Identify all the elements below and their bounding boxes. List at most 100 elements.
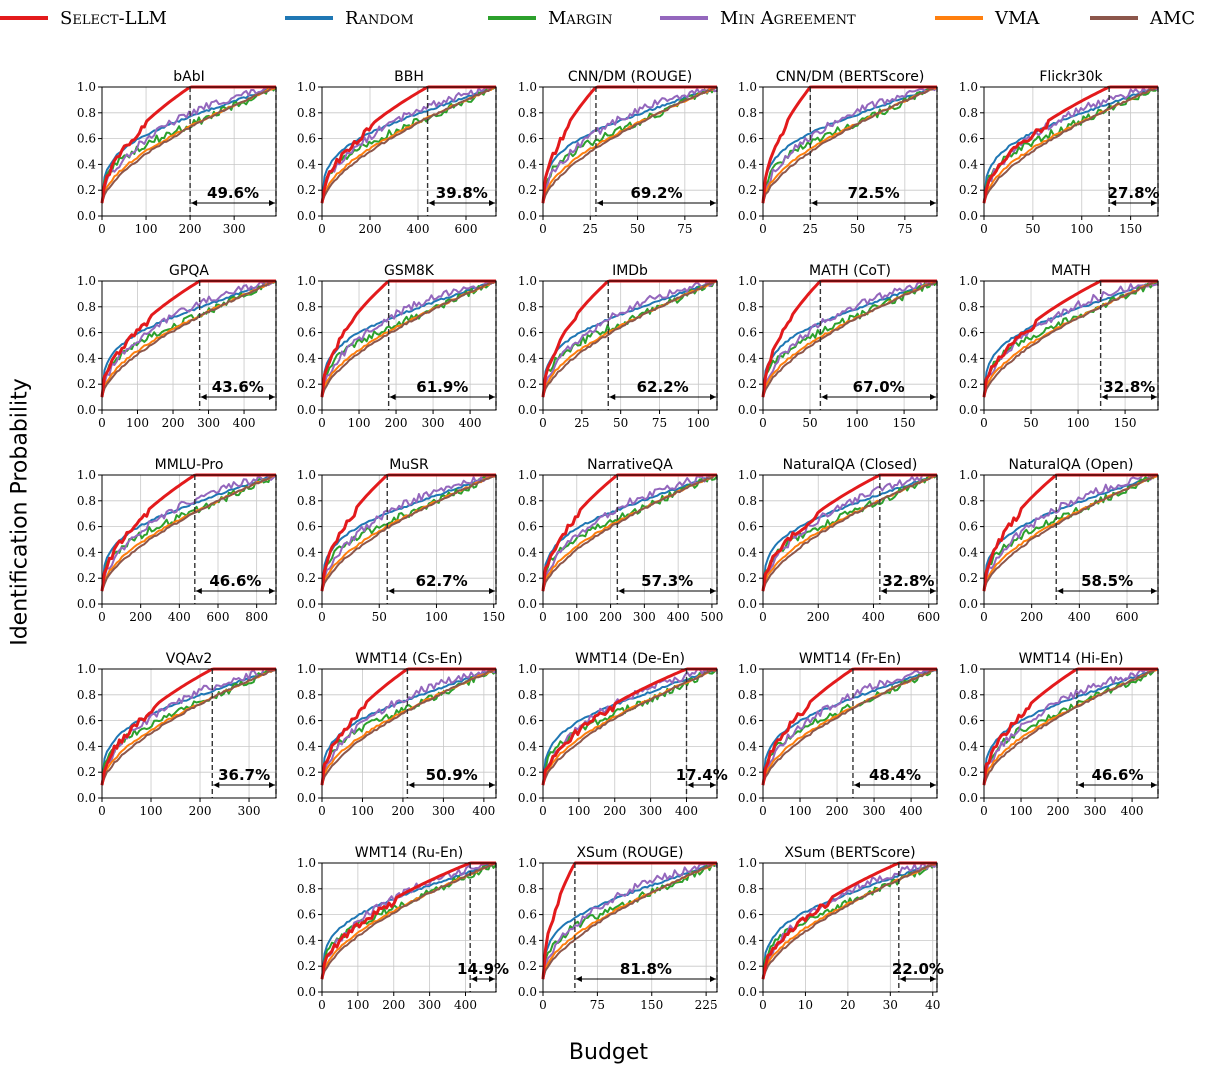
- subplot-title: bAbI: [173, 69, 204, 85]
- savings-arrowhead: [1110, 200, 1117, 206]
- x-tick-label: 400: [168, 610, 191, 624]
- x-tick-label: 400: [675, 804, 698, 818]
- y-tick-label: 0.0: [518, 597, 537, 611]
- x-tick-label: 100: [1067, 416, 1090, 430]
- y-tick-label: 0.0: [738, 791, 757, 805]
- x-tick-label: 300: [422, 416, 445, 430]
- y-tick-label: 0.4: [77, 545, 96, 559]
- y-tick-label: 1.0: [738, 274, 757, 288]
- y-tick-label: 1.0: [959, 468, 978, 482]
- x-tick-label: 200: [382, 998, 405, 1012]
- savings-arrowhead: [930, 782, 936, 788]
- y-tick-label: 0.6: [518, 326, 537, 340]
- plot-frame: [983, 474, 1159, 605]
- y-tick-label: 1.0: [77, 80, 96, 94]
- x-tick-label: 0: [98, 804, 106, 818]
- series-line: [101, 474, 277, 592]
- x-tick-label: 200: [391, 804, 414, 818]
- series-line: [542, 280, 718, 398]
- x-tick-label: 300: [197, 416, 220, 430]
- subplot: bAbI 49.6% 0.0 0.2 0.4 0.6 0.8 1.0 0 100 200 300: [77, 69, 277, 236]
- y-tick-label: 0.6: [297, 714, 316, 728]
- x-tick-label: 0: [318, 222, 326, 236]
- y-tick-label: 0.6: [518, 520, 537, 534]
- x-tick-label: 150: [1119, 222, 1142, 236]
- x-tick-label: 0: [98, 222, 106, 236]
- legend-item: Min Agreement: [660, 6, 856, 30]
- series-line: [762, 668, 938, 786]
- y-tick-label: 0.2: [77, 183, 96, 197]
- series-line: [101, 86, 276, 204]
- subplot-title: VQAv2: [166, 651, 213, 667]
- savings-label: 62.2%: [637, 378, 689, 396]
- y-tick-label: 0.8: [297, 494, 316, 508]
- savings-label: 17.4%: [676, 766, 728, 784]
- y-tick-label: 0.6: [297, 520, 316, 534]
- x-tick-label: 225: [695, 998, 718, 1012]
- x-tick-label: 0: [759, 998, 767, 1012]
- subplot-title: NaturalQA (Closed): [783, 457, 918, 473]
- y-tick-label: 0.2: [518, 377, 537, 391]
- savings-arrowhead: [1151, 394, 1157, 400]
- series-line: [101, 474, 277, 592]
- series-line: [320, 861, 496, 980]
- series-line: [101, 668, 277, 786]
- subplot: MMLU-Pro 46.6% 0.0 0.2 0.4 0.6 0.8 1.0 0 200 400 60…: [77, 457, 277, 624]
- y-tick-label: 0.4: [738, 351, 757, 365]
- x-tick-label: 100: [846, 416, 869, 430]
- x-tick-label: 100: [135, 222, 158, 236]
- series-line: [542, 862, 718, 980]
- series-line: [101, 86, 277, 204]
- x-tick-label: 0: [98, 416, 106, 430]
- legend-item: Select-LLM: [0, 6, 167, 30]
- y-tick-label: 0.0: [297, 791, 316, 805]
- savings-arrowhead: [489, 588, 495, 594]
- series-line: [542, 86, 718, 204]
- y-tick-label: 0.2: [518, 183, 537, 197]
- y-tick-label: 0.8: [297, 882, 316, 896]
- subplot: CNN/DM (ROUGE) 69.2% 0.0 0.2 0.4 0.6 0.8 1.0 0 25…: [518, 69, 718, 236]
- x-tick-label: 0: [539, 416, 547, 430]
- savings-arrowhead: [1151, 200, 1157, 206]
- x-tick-label: 50: [1023, 416, 1038, 430]
- x-tick-label: 200: [807, 610, 830, 624]
- y-tick-label: 0.0: [738, 597, 757, 611]
- savings-arrowhead: [428, 200, 435, 206]
- savings-arrowhead: [269, 394, 275, 400]
- x-tick-label: 40: [925, 998, 940, 1012]
- y-tick-label: 1.0: [738, 856, 757, 870]
- y-tick-label: 0.4: [738, 545, 757, 559]
- savings-arrowhead: [710, 588, 716, 594]
- savings-label: 46.6%: [1091, 766, 1143, 784]
- x-tick-label: 0: [759, 610, 767, 624]
- y-tick-label: 0.0: [738, 985, 757, 999]
- savings-label: 27.8%: [1108, 184, 1160, 202]
- x-tick-label: 10: [798, 998, 813, 1012]
- x-tick-label: 50: [850, 222, 865, 236]
- y-tick-label: 1.0: [738, 80, 757, 94]
- series-line: [542, 280, 717, 398]
- y-tick-label: 0.8: [518, 494, 537, 508]
- plot-frame: [101, 474, 277, 605]
- savings-arrowhead: [200, 394, 207, 400]
- plot-frame: [542, 668, 718, 799]
- savings-arrowhead: [687, 782, 694, 788]
- series-line: [983, 668, 1158, 786]
- series-line: [321, 474, 497, 592]
- legend-label: Margin: [548, 7, 613, 29]
- series-line: [762, 280, 938, 398]
- y-tick-label: 0.0: [959, 791, 978, 805]
- y-tick-label: 0.8: [297, 300, 316, 314]
- plot-frame: [321, 668, 497, 799]
- subplot-title: IMDb: [612, 263, 648, 279]
- plot-frame: [321, 86, 497, 217]
- subplot-title: MMLU-Pro: [155, 457, 224, 473]
- savings-arrowhead: [880, 588, 887, 594]
- y-tick-label: 1.0: [518, 662, 537, 676]
- series-line: [321, 280, 497, 398]
- x-tick-label: 200: [359, 222, 382, 236]
- savings-label: 22.0%: [892, 960, 944, 978]
- x-tick-label: 150: [482, 610, 505, 624]
- savings-arrowhead: [618, 588, 625, 594]
- subplot: GSM8K 61.9% 0.0 0.2 0.4 0.6 0.8 1.0 0 100 200 300 40…: [297, 263, 497, 430]
